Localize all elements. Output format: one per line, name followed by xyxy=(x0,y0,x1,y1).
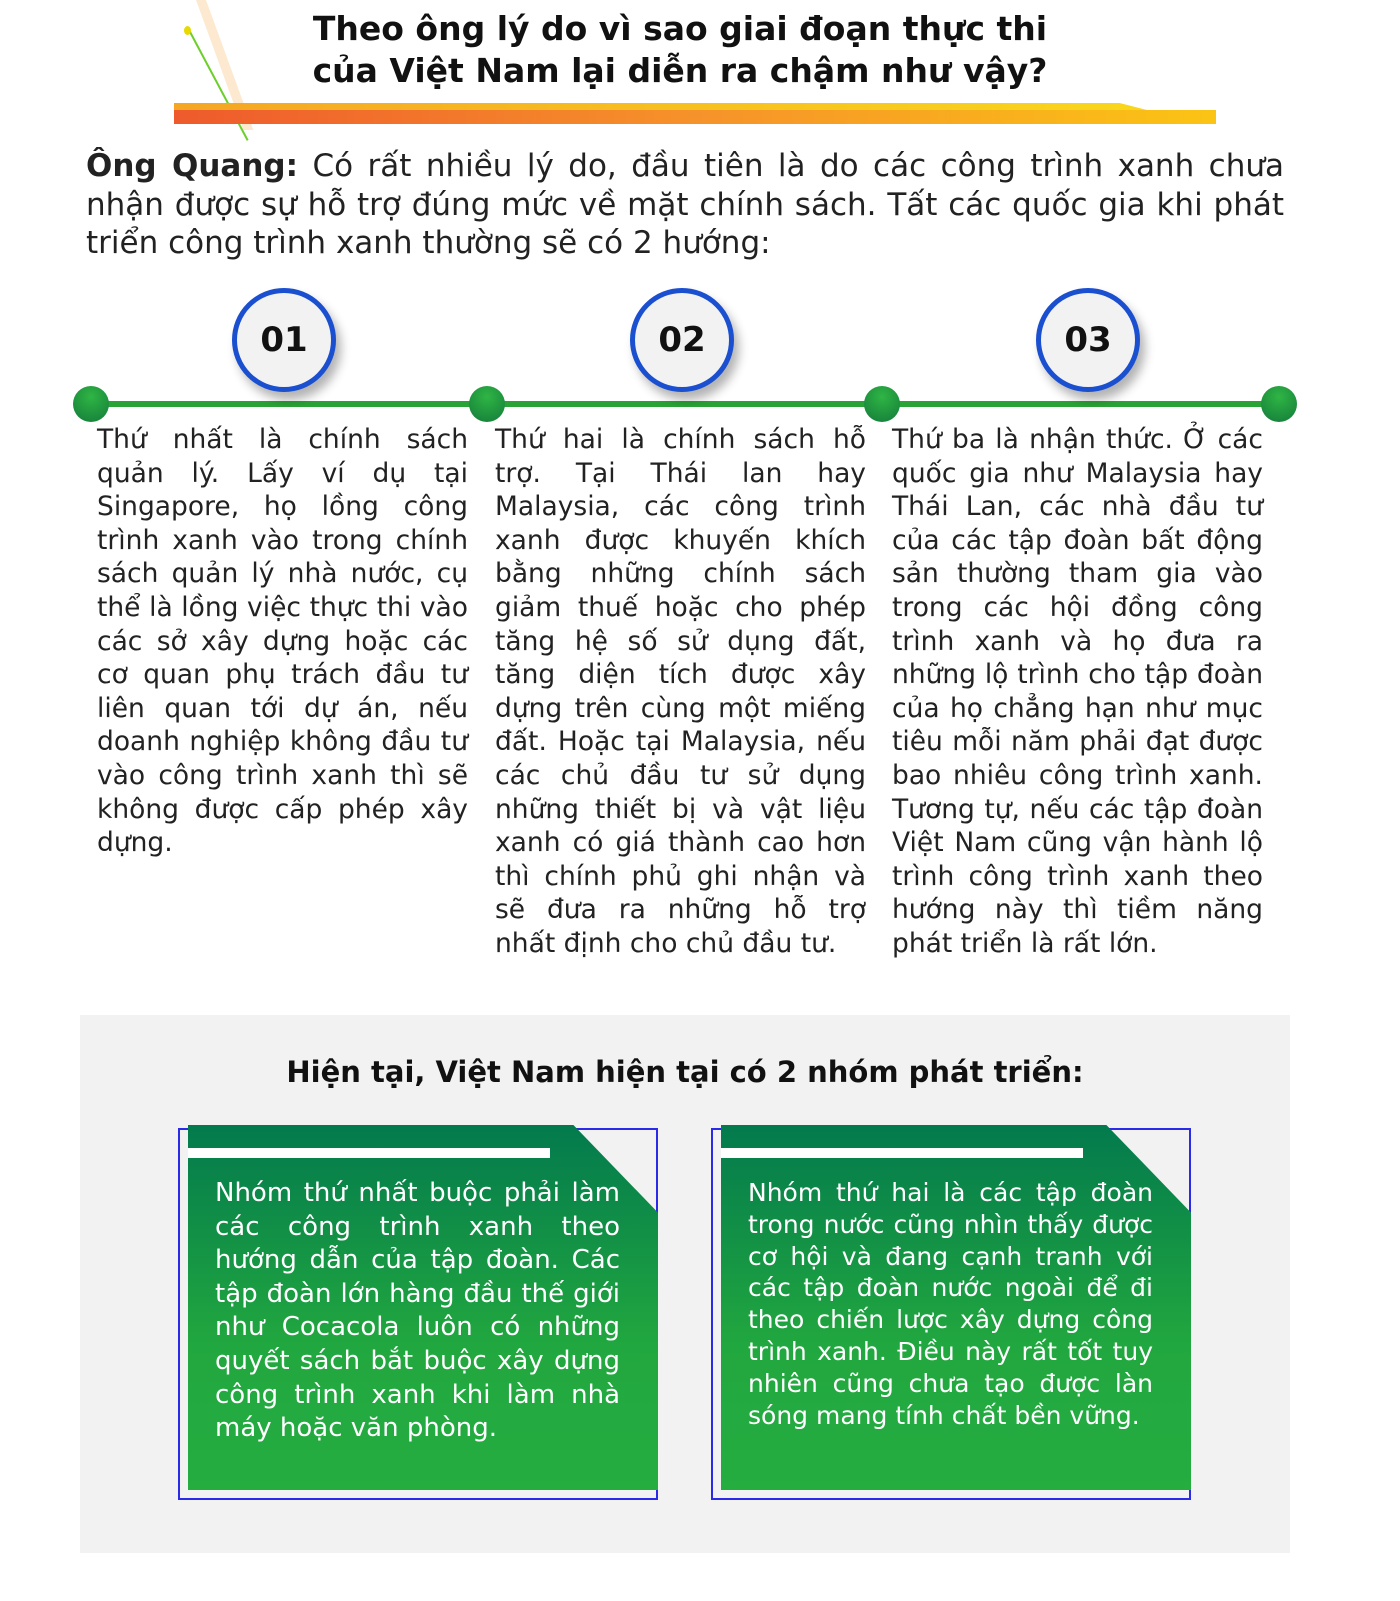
timeline-dot xyxy=(469,386,505,422)
speaker-name: Ông Quang: xyxy=(86,148,298,184)
step-number-badge: 02 xyxy=(630,288,734,392)
timeline-dot xyxy=(73,386,109,422)
title-underline-orange xyxy=(174,110,1216,124)
group-text: Nhóm thứ nhất buộc phải làm các công trì… xyxy=(215,1178,620,1444)
step-text: Thứ ba là nhận thức. Ở các quốc gia như … xyxy=(892,424,1263,959)
timeline-dot xyxy=(1261,386,1297,422)
intro-paragraph: Ông Quang: Có rất nhiều lý do, đầu tiên … xyxy=(86,147,1284,263)
page-title: Theo ông lý do vì sao giai đoạn thực thi… xyxy=(240,8,1120,92)
step-text: Thứ nhất là chính sách quản lý. Lấy ví d… xyxy=(97,424,468,859)
group-text: Nhóm thứ hai là các tập đoàn trong nước … xyxy=(748,1178,1153,1430)
card-stripe xyxy=(188,1148,550,1158)
timeline-dot xyxy=(864,386,900,422)
timeline-line xyxy=(92,401,1278,407)
decorative-dot xyxy=(184,26,191,35)
title-line-2: của Việt Nam lại diễn ra chậm như vậy? xyxy=(312,51,1048,90)
step-number-badge: 01 xyxy=(232,288,336,392)
group-card: Nhóm thứ hai là các tập đoàn trong nước … xyxy=(721,1125,1191,1490)
step-number-badge: 03 xyxy=(1036,288,1140,392)
card-stripe xyxy=(721,1148,1083,1158)
step-text: Thứ hai là chính sách hỗ trợ. Tại Thái l… xyxy=(495,424,866,959)
title-line-1: Theo ông lý do vì sao giai đoạn thực thi xyxy=(312,9,1048,48)
group-card: Nhóm thứ nhất buộc phải làm các công trì… xyxy=(188,1125,658,1490)
title-underline-yellow xyxy=(174,103,1159,113)
groups-heading: Hiện tại, Việt Nam hiện tại có 2 nhóm ph… xyxy=(286,1055,1084,1089)
intro-text: Có rất nhiều lý do, đầu tiên là do các c… xyxy=(86,148,1285,261)
